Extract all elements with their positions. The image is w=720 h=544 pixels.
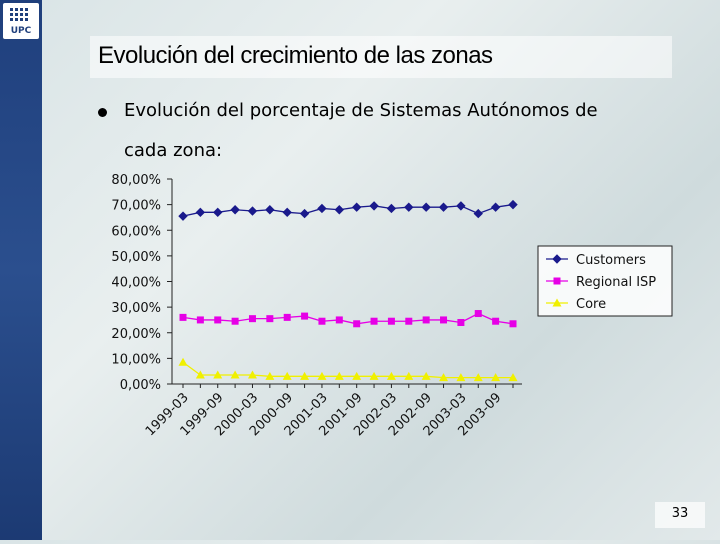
- bullet-dot: [98, 108, 107, 117]
- data-point-regional-isp: [422, 316, 430, 324]
- data-point-customers: [282, 207, 292, 218]
- data-point-customers: [473, 208, 483, 219]
- data-point-regional-isp: [440, 316, 448, 324]
- legend-marker-core: [552, 298, 562, 307]
- y-tick-label: 40,00%: [111, 276, 161, 291]
- data-point-core: [508, 373, 518, 382]
- data-point-customers: [386, 203, 397, 214]
- page-number-box: [655, 502, 705, 528]
- data-point-regional-isp: [301, 312, 309, 320]
- data-point-core: [491, 373, 501, 382]
- data-point-customers: [334, 205, 345, 215]
- y-tick-label: 70,00%: [111, 199, 161, 214]
- legend-label: Regional ISP: [576, 275, 656, 290]
- data-point-customers: [195, 207, 206, 218]
- data-point-core: [195, 370, 205, 379]
- series-line-core: [182, 361, 513, 379]
- data-point-regional-isp: [474, 310, 482, 318]
- data-point-regional-isp: [196, 316, 204, 324]
- y-tick-label: 30,00%: [111, 301, 161, 316]
- logo-text: UPC: [10, 26, 32, 36]
- data-point-regional-isp: [214, 316, 222, 324]
- bullet-text-line1: Evolución del porcentaje de Sistemas Aut…: [124, 100, 598, 121]
- data-point-customers: [351, 202, 362, 212]
- data-point-regional-isp: [266, 315, 274, 323]
- data-point-customers: [317, 203, 327, 214]
- title-box: [90, 36, 672, 78]
- data-point-regional-isp: [370, 317, 378, 325]
- data-point-customers: [178, 211, 188, 221]
- data-point-core: [317, 371, 327, 380]
- data-point-regional-isp: [335, 316, 343, 324]
- data-point-core: [282, 371, 292, 380]
- data-point-customers: [299, 208, 310, 219]
- data-point-core: [404, 371, 414, 380]
- data-point-core: [300, 371, 310, 380]
- data-point-regional-isp: [405, 317, 413, 325]
- data-point-customers: [404, 202, 414, 212]
- y-tick-label: 10,00%: [111, 352, 161, 367]
- page-title: Evolución del crecimiento de las zonas: [98, 42, 493, 69]
- data-point-core: [421, 371, 431, 380]
- data-point-regional-isp: [283, 313, 291, 321]
- bullet-text-line2: cada zona:: [124, 140, 223, 161]
- data-point-core: [334, 371, 344, 380]
- sidebar-band: [0, 0, 42, 540]
- data-point-regional-isp: [387, 317, 395, 325]
- data-point-core: [265, 371, 275, 380]
- data-point-core: [247, 370, 257, 379]
- data-point-customers: [508, 199, 518, 210]
- data-point-regional-isp: [457, 319, 465, 326]
- legend-label: Core: [576, 297, 606, 312]
- data-point-core: [456, 373, 466, 382]
- data-point-regional-isp: [353, 320, 361, 328]
- data-point-core: [439, 373, 449, 382]
- legend-label: Customers: [576, 253, 646, 268]
- y-tick-label: 80,00%: [111, 173, 161, 188]
- data-point-customers: [438, 202, 449, 212]
- data-point-regional-isp: [248, 315, 256, 323]
- data-point-regional-isp: [179, 313, 187, 321]
- data-point-customers: [421, 202, 431, 212]
- data-point-core: [473, 373, 483, 382]
- data-point-regional-isp: [509, 320, 517, 328]
- legend-marker-customers: [552, 254, 562, 264]
- upc-logo: UPC: [3, 3, 39, 39]
- data-point-customers: [265, 205, 275, 215]
- legend-marker-regional-isp: [553, 277, 561, 285]
- logo-dots-icon: [10, 8, 28, 21]
- data-point-regional-isp: [318, 317, 326, 325]
- data-point-customers: [490, 202, 501, 212]
- y-tick-label: 20,00%: [111, 327, 161, 342]
- data-point-customers: [247, 206, 258, 216]
- y-tick-label: 60,00%: [111, 224, 161, 239]
- data-point-customers: [213, 207, 223, 218]
- data-point-core: [369, 371, 379, 380]
- data-point-core: [352, 371, 362, 380]
- data-point-regional-isp: [231, 317, 239, 325]
- y-tick-label: 0,00%: [120, 378, 161, 393]
- data-point-core: [178, 357, 188, 366]
- data-point-core: [213, 370, 223, 379]
- page-number: 33: [671, 506, 689, 521]
- data-point-core: [230, 370, 240, 379]
- data-point-customers: [230, 205, 240, 215]
- data-point-customers: [456, 201, 466, 211]
- data-point-regional-isp: [492, 317, 500, 325]
- data-point-customers: [369, 201, 379, 211]
- data-point-core: [386, 371, 396, 380]
- y-tick-label: 50,00%: [111, 250, 161, 265]
